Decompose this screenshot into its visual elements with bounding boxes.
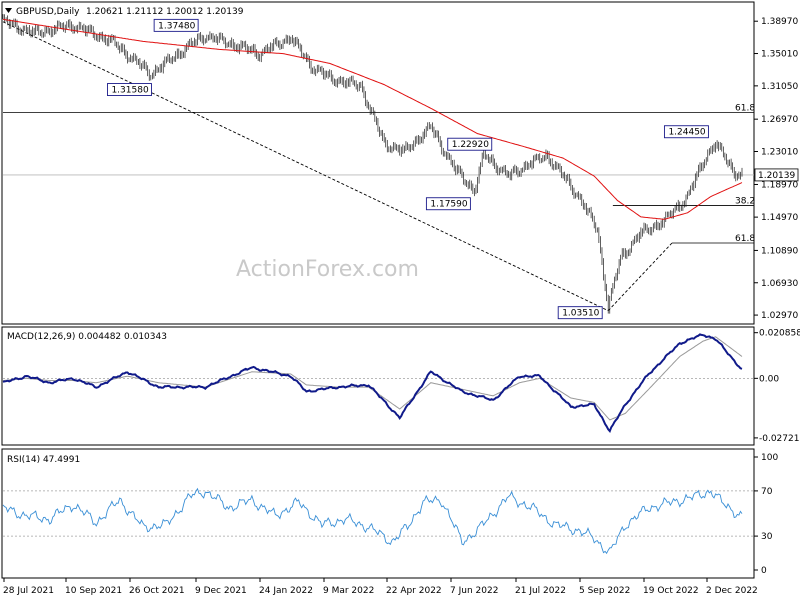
price-annotation-1: 1.31580 (111, 86, 148, 96)
current-price-label: 1.20139 (758, 171, 795, 181)
macd-title: MACD(12,26,9) 0.004482 0.010343 (7, 332, 167, 342)
date-tick-label-10: 19 Oct 2022 (643, 586, 699, 596)
symbol-label: GBPUSD,Daily (16, 7, 80, 17)
date-tick-label-0: 28 Jul 2021 (3, 586, 54, 596)
price-tick-label-1: 1.35010 (761, 50, 798, 60)
price-annotation-box-1 (107, 83, 152, 96)
price-tick-label-9: 1.02970 (761, 311, 798, 321)
price-tick-label-2: 1.31050 (761, 82, 798, 92)
rsi-tick-label-3: 0 (761, 566, 767, 576)
date-tick-label-9: 5 Sep 2022 (579, 586, 630, 596)
price-annotation-box-5 (663, 125, 709, 139)
axes: 1.38970 1.35010 1.31050 1.26970 1.23010 1.189… (3, 17, 800, 596)
date-tick-label-3: 9 Dec 2021 (195, 586, 247, 596)
fib-label-1: 38.2 (735, 196, 755, 206)
date-tick-label-6: 22 Apr 2022 (386, 586, 442, 596)
price-tick-label-6: 1.14970 (761, 213, 798, 223)
rsi-tick-label-1: 70 (761, 487, 773, 497)
macd-tick-label-2: -0.027213 (759, 434, 800, 444)
price-panel (1, 1, 755, 325)
date-tick-label-8: 21 Jul 2022 (515, 586, 566, 596)
date-tick-label-11: 2 Dec 2022 (706, 586, 758, 596)
rsi-title: RSI(14) 47.4991 (7, 455, 80, 465)
price-tick-label-3: 1.26970 (761, 115, 798, 125)
macd-panel (1, 326, 755, 446)
date-tick-label-7: 7 Jun 2022 (450, 586, 498, 596)
title-bar: GBPUSD,Daily 1.20621 1.21112 1.20012 1.2… (5, 7, 244, 17)
price-annotation-3: 1.17590 (430, 200, 467, 210)
fib-label-2: 61.8 (735, 234, 755, 244)
price-annotation-box-3 (425, 197, 471, 211)
price-tick-label-7: 1.10890 (761, 246, 798, 256)
price-annotation-box-2 (447, 137, 493, 151)
price-annotation-5: 1.24450 (668, 128, 705, 138)
macd-tick-label-0: 0.020858 (759, 329, 800, 339)
price-annotation-box-4 (557, 306, 603, 320)
moving-average-line (2, 18, 743, 220)
price-annotation-2: 1.22920 (452, 140, 489, 150)
price-tick-label-0: 1.38970 (761, 17, 798, 27)
price-tick-label-4: 1.23010 (761, 147, 798, 157)
price-tick-label-5: 1.18970 (761, 180, 798, 190)
macd-series (2, 333, 754, 433)
rsi-series (2, 487, 754, 555)
date-tick-label-2: 26 Oct 2021 (129, 586, 185, 596)
rsi-panel (1, 448, 755, 579)
fib-label-0: 61.8 (735, 103, 755, 113)
price-tick-label-8: 1.06930 (761, 279, 798, 289)
current-price-box (754, 168, 799, 182)
macd-line (2, 333, 743, 433)
trendline-1 (607, 242, 673, 311)
price-annotation-4: 1.03510 (562, 309, 599, 319)
rsi-tick-label-2: 30 (761, 532, 773, 542)
rsi-tick-label-0: 100 (761, 453, 778, 463)
date-tick-label-1: 10 Sep 2021 (65, 586, 122, 596)
rsi-line (2, 487, 743, 555)
trendline-0 (2, 21, 609, 312)
price-series (2, 14, 754, 314)
dropdown-triangle-icon[interactable] (5, 8, 12, 13)
watermark-text: ActionForex.com (236, 257, 419, 282)
date-tick-label-4: 24 Jan 2022 (259, 586, 313, 596)
price-annotation-0: 1.37480 (158, 21, 195, 31)
annotations: 61.8 38.2 61.8 1.37480 1.31580 1.22920 1.17590… (107, 18, 755, 320)
ohlc-label: 1.20621 1.21112 1.20012 1.20139 (86, 7, 244, 17)
price-annotation-box-0 (153, 18, 199, 32)
date-tick-label-5: 9 Mar 2022 (323, 586, 374, 596)
macd-tick-label-1: 0.00 (759, 374, 779, 384)
